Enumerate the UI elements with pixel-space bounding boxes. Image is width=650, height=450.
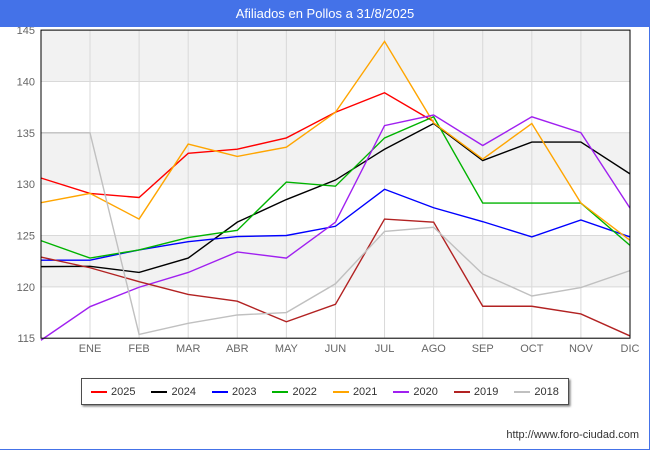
svg-text:ABR: ABR [226, 343, 249, 355]
svg-text:AGO: AGO [421, 343, 446, 355]
svg-text:135: 135 [17, 128, 35, 140]
svg-text:145: 145 [17, 27, 35, 37]
svg-text:125: 125 [17, 231, 35, 243]
svg-text:OCT: OCT [520, 343, 544, 355]
svg-text:MAY: MAY [275, 343, 299, 355]
svg-text:140: 140 [17, 76, 35, 88]
svg-text:JUL: JUL [375, 343, 395, 355]
svg-text:120: 120 [17, 282, 35, 294]
svg-text:ENE: ENE [79, 343, 102, 355]
svg-text:FEB: FEB [128, 343, 149, 355]
svg-text:130: 130 [17, 179, 35, 191]
svg-text:JUN: JUN [325, 343, 346, 355]
svg-text:SEP: SEP [472, 343, 494, 355]
svg-text:MAR: MAR [176, 343, 201, 355]
svg-text:NOV: NOV [569, 343, 594, 355]
svg-text:DIC: DIC [621, 343, 640, 355]
svg-text:115: 115 [17, 333, 35, 345]
